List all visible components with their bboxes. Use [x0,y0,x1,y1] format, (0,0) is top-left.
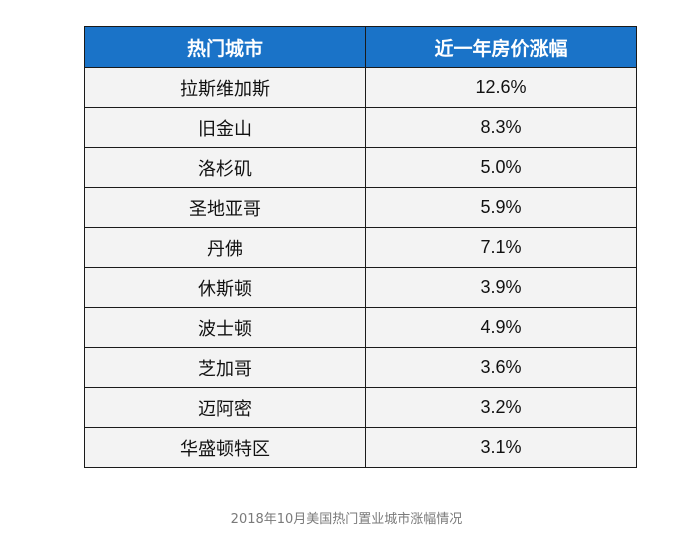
change-cell: 12.6% [365,67,637,108]
table-row: 休斯顿 3.9% [84,267,637,308]
city-cell: 迈阿密 [84,387,366,428]
table-row: 洛杉矶 5.0% [84,147,637,188]
header-city: 热门城市 [84,26,366,68]
change-cell: 5.9% [365,187,637,228]
city-cell: 圣地亚哥 [84,187,366,228]
table-caption: 2018年10月美国热门置业城市涨幅情况 [230,512,463,527]
table-row: 芝加哥 3.6% [84,347,637,388]
change-cell: 3.2% [365,387,637,428]
city-cell: 丹佛 [84,227,366,268]
table-row: 波士顿 4.9% [84,307,637,348]
change-cell: 5.0% [365,147,637,188]
price-change-table: 热门城市 近一年房价涨幅 拉斯维加斯 12.6% 旧金山 8.3% 洛杉矶 5.… [84,26,637,468]
table-row: 拉斯维加斯 12.6% [84,67,637,108]
change-cell: 8.3% [365,107,637,148]
header-price-change: 近一年房价涨幅 [365,26,637,68]
table-row: 旧金山 8.3% [84,107,637,148]
change-cell: 3.6% [365,347,637,388]
price-change-table-container: 热门城市 近一年房价涨幅 拉斯维加斯 12.6% 旧金山 8.3% 洛杉矶 5.… [84,26,637,468]
city-cell: 洛杉矶 [84,147,366,188]
city-cell: 华盛顿特区 [84,427,366,468]
city-cell: 旧金山 [84,107,366,148]
change-cell: 4.9% [365,307,637,348]
change-cell: 7.1% [365,227,637,268]
city-cell: 波士顿 [84,307,366,348]
city-cell: 休斯顿 [84,267,366,308]
city-cell: 芝加哥 [84,347,366,388]
table-header-row: 热门城市 近一年房价涨幅 [84,26,637,68]
change-cell: 3.9% [365,267,637,308]
table-row: 华盛顿特区 3.1% [84,427,637,468]
table-row: 丹佛 7.1% [84,227,637,268]
change-cell: 3.1% [365,427,637,468]
city-cell: 拉斯维加斯 [84,67,366,108]
table-row: 迈阿密 3.2% [84,387,637,428]
table-row: 圣地亚哥 5.9% [84,187,637,228]
